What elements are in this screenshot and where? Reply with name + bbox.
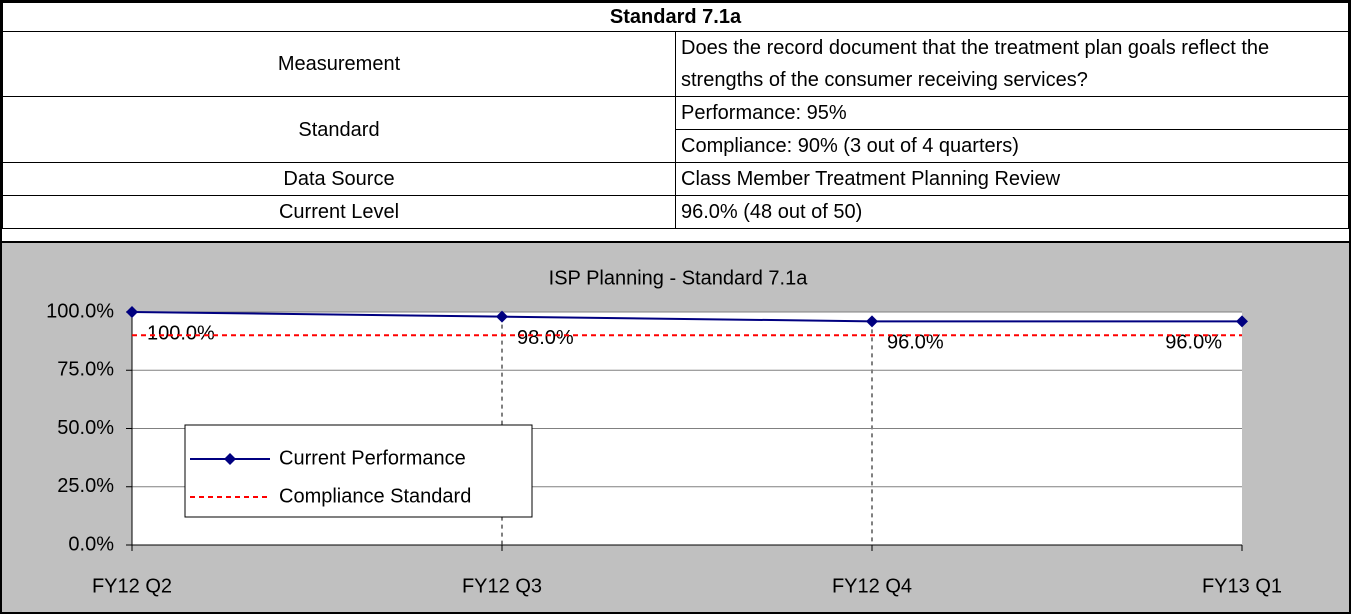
legend-label: Compliance Standard bbox=[279, 485, 471, 507]
row-value: Class Member Treatment Planning Review bbox=[675, 162, 1349, 196]
legend-marker bbox=[224, 453, 236, 465]
series-line bbox=[131, 311, 1242, 323]
chart-title: ISP Planning - Standard 7.1a bbox=[549, 267, 809, 289]
y-tick-label: 0.0% bbox=[68, 533, 114, 555]
x-tick-label: FY12 Q2 bbox=[92, 575, 172, 597]
table-title: Standard 7.1a bbox=[2, 2, 1349, 32]
row-label: Data Source bbox=[2, 162, 676, 196]
y-tick-label: 100.0% bbox=[46, 300, 114, 322]
row-label: Standard bbox=[2, 96, 676, 163]
x-tick-label: FY13 Q1 bbox=[1202, 575, 1282, 597]
y-tick-label: 25.0% bbox=[57, 475, 114, 497]
data-label: 96.0% bbox=[1165, 332, 1222, 354]
marker bbox=[866, 315, 878, 328]
row-value: Compliance: 90% (3 out of 4 quarters) bbox=[675, 129, 1349, 163]
data-label: 96.0% bbox=[887, 332, 944, 354]
x-tick-label: FY12 Q4 bbox=[832, 575, 912, 597]
data-label: 98.0% bbox=[517, 327, 574, 349]
row-value: Does the record document that the treatm… bbox=[675, 31, 1349, 97]
row-label: Measurement bbox=[2, 31, 676, 97]
row-label: Current Level bbox=[2, 195, 676, 229]
data-label: 100.0% bbox=[147, 322, 215, 344]
y-tick-label: 75.0% bbox=[57, 359, 114, 381]
legend-label: Current Performance bbox=[279, 447, 466, 469]
marker bbox=[496, 310, 508, 323]
marker bbox=[126, 306, 138, 318]
marker bbox=[1236, 315, 1248, 328]
x-tick-label: FY12 Q3 bbox=[462, 575, 542, 597]
row-value: 96.0% (48 out of 50) bbox=[675, 195, 1349, 229]
chart: ISP Planning - Standard 7.1a 0.0% 25.0% 50… bbox=[2, 241, 1349, 612]
row-value: Performance: 95% bbox=[675, 96, 1349, 130]
standard-table: Standard 7.1a Measurement Does the record … bbox=[2, 2, 1349, 229]
legend bbox=[184, 424, 533, 518]
y-tick-label: 50.0% bbox=[57, 417, 114, 439]
